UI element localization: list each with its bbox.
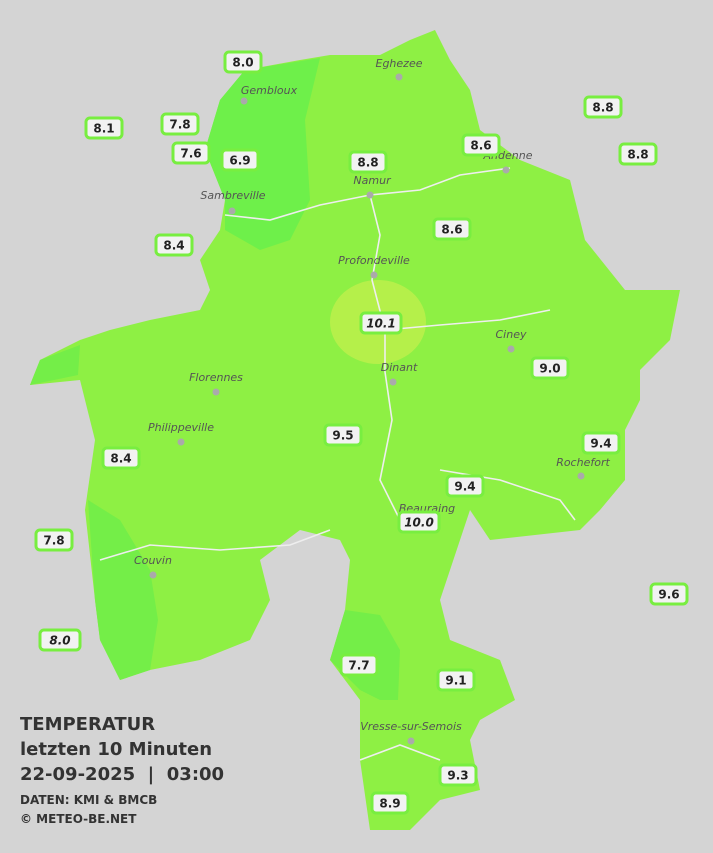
station-value: 9.1 <box>445 674 466 688</box>
city-dot <box>370 271 378 279</box>
rivers <box>99 167 576 761</box>
station-value: 7.8 <box>43 534 64 548</box>
station-box <box>583 95 623 119</box>
cities: EghezeeGemblouxAndenneNamurSambrevillePr… <box>134 57 610 745</box>
station-box <box>436 668 476 692</box>
station-value: 8.4 <box>163 239 184 253</box>
subtitle: letzten 10 Minuten <box>20 739 212 760</box>
city-label: Namur <box>353 174 392 187</box>
station-box <box>101 446 141 470</box>
station-box <box>154 233 194 257</box>
station-box <box>323 423 363 447</box>
station-box <box>461 133 501 157</box>
city-dot <box>389 378 397 386</box>
stations: 8.0 8.1 7.8 7.6 6.9 8.8 8.6 8.8 8.8 8.4 8.6 10.1 9.0… <box>34 50 689 815</box>
station-value: 9.0 <box>539 362 560 376</box>
city-label: Vresse-sur-Semois <box>360 720 462 733</box>
city-dot <box>395 73 403 81</box>
station-box <box>530 356 570 380</box>
station-value: 8.1 <box>93 122 114 136</box>
station-box <box>438 763 478 787</box>
city-label: Gembloux <box>241 84 298 97</box>
cold-zone <box>30 345 80 385</box>
city-dot <box>577 472 585 480</box>
city-dot <box>502 166 510 174</box>
title: TEMPERATUR <box>20 714 155 735</box>
station-value: 8.4 <box>110 452 131 466</box>
station-value: 9.4 <box>454 480 475 494</box>
city-label: Florennes <box>189 371 243 384</box>
station-value: 8.6 <box>441 223 462 237</box>
station-box <box>649 582 689 606</box>
city-dot <box>407 737 415 745</box>
station-value: 7.7 <box>348 659 369 673</box>
city-label: Sambreville <box>200 189 265 202</box>
station-value: 6.9 <box>229 154 250 168</box>
cold-zone <box>205 58 320 250</box>
city-label: Rochefort <box>556 456 610 469</box>
city-label: Philippeville <box>148 421 214 434</box>
station-value: 9.6 <box>658 588 679 602</box>
station-box <box>339 653 379 677</box>
station-box <box>171 141 211 165</box>
station-value: 9.4 <box>590 437 611 451</box>
cold-zone <box>88 500 158 680</box>
station-box <box>34 528 74 552</box>
station-box <box>84 116 124 140</box>
station-box <box>445 474 485 498</box>
station-value: 10.0 <box>404 516 434 530</box>
station-box <box>581 431 621 455</box>
city-label: Couvin <box>134 554 172 567</box>
city-dot <box>507 345 515 353</box>
station-box <box>160 112 200 136</box>
station-value: 7.8 <box>169 118 190 132</box>
station-value: 8.0 <box>49 634 70 648</box>
station-value: 7.6 <box>180 147 201 161</box>
city-dot <box>366 191 374 199</box>
station-value: 8.8 <box>357 156 378 170</box>
city-dot <box>212 388 220 396</box>
station-box <box>432 217 472 241</box>
city-label: Profondeville <box>338 254 410 267</box>
station-value: 9.3 <box>447 769 468 783</box>
timestamp: 22-09-2025 | 03:00 <box>20 764 224 785</box>
city-dot <box>240 97 248 105</box>
station-value: 8.6 <box>470 139 491 153</box>
station-value: 8.8 <box>627 148 648 162</box>
station-box <box>618 142 658 166</box>
station-box <box>348 150 388 174</box>
station-value: 8.0 <box>232 56 253 70</box>
station-value: 9.5 <box>332 429 353 443</box>
city-label: Eghezee <box>376 57 423 70</box>
city-dot <box>149 571 157 579</box>
station-box <box>397 510 441 534</box>
station-box <box>370 791 410 815</box>
city-label: Ciney <box>496 328 527 341</box>
station-box <box>359 311 403 335</box>
station-box <box>38 628 82 652</box>
station-box <box>220 148 260 172</box>
city-dot <box>228 207 236 215</box>
station-box <box>223 50 263 74</box>
station-value: 8.9 <box>379 797 400 811</box>
station-value: 8.8 <box>592 101 613 115</box>
city-dot <box>177 438 185 446</box>
city-label: Dinant <box>381 361 418 374</box>
station-value: 10.1 <box>366 317 396 331</box>
copyright: © METEO-BE.NET <box>20 812 137 826</box>
source: DATEN: KMI & BMCB <box>20 793 157 807</box>
